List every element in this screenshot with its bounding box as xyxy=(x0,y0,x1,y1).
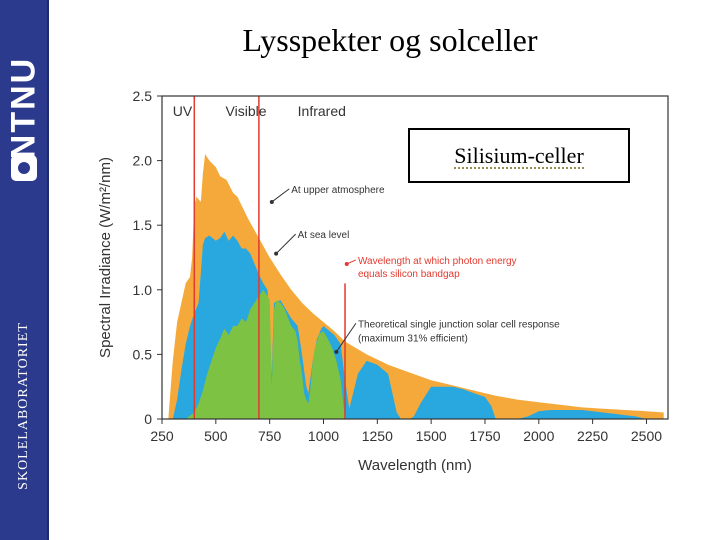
x-tick-label-8: 2250 xyxy=(577,428,608,444)
y-tick-label-2: 1.0 xyxy=(133,282,153,298)
annotation-leader-0 xyxy=(271,188,290,203)
annotation-text-5: (maximum 31% efficient) xyxy=(358,333,468,344)
x-tick-label-9: 2500 xyxy=(631,428,662,444)
region-label-2: Infrared xyxy=(298,103,346,119)
x-tick-label-1: 500 xyxy=(204,428,228,444)
region-label-0: UV xyxy=(173,103,193,119)
annotation-point-4 xyxy=(334,349,339,354)
annotation-text-2: Wavelength at which photon energy xyxy=(358,256,517,267)
slide-title: Lysspekter og solceller xyxy=(242,22,538,58)
annotation-text-3: equals silicon bandgap xyxy=(358,269,460,280)
annotation-point-0 xyxy=(269,199,274,204)
x-tick-label-7: 2000 xyxy=(523,428,554,444)
ntnu-logo: NTNU xyxy=(4,56,43,160)
y-tick-label-5: 2.5 xyxy=(133,88,153,104)
y-tick-label-1: 0.5 xyxy=(133,346,153,362)
x-tick-label-5: 1500 xyxy=(416,428,447,444)
annotation-leader-1 xyxy=(275,233,297,254)
x-tick-label-2: 750 xyxy=(258,428,282,444)
x-tick-label-0: 250 xyxy=(150,428,174,444)
sidebar-divider xyxy=(47,0,49,540)
annotation-point-1 xyxy=(274,251,279,256)
annotation-point-2 xyxy=(344,261,349,266)
annotation-text-4: Theoretical single junction solar cell r… xyxy=(358,319,560,330)
region-label-1: Visible xyxy=(226,103,267,119)
spectrum-chart: UV Visible Infrared 250 500 750 1000 1250 1500 17… xyxy=(97,88,669,474)
y-axis-label: Spectral Irradiance (W/m²/nm) xyxy=(97,157,114,358)
lab-name: SKOLELABORATORIET xyxy=(16,322,31,490)
annotation-text-0: At upper atmosphere xyxy=(291,185,385,196)
ntnu-emblem-icon xyxy=(11,155,37,181)
x-tick-label-4: 1250 xyxy=(362,428,393,444)
x-tick-label-3: 1000 xyxy=(308,428,339,444)
annotation-leader-4 xyxy=(335,322,357,353)
y-tick-label-4: 2.0 xyxy=(133,153,153,169)
silisium-callout: Silisium-celler xyxy=(408,128,630,183)
x-tick-label-6: 1750 xyxy=(469,428,500,444)
x-axis-label: Wavelength (nm) xyxy=(358,457,472,474)
silisium-callout-text: Silisium-celler xyxy=(454,143,584,169)
y-tick-label-3: 1.5 xyxy=(133,217,153,233)
y-tick-label-0: 0 xyxy=(144,411,152,427)
plot-frame xyxy=(161,95,669,420)
sidebar xyxy=(0,0,47,540)
series-area-solar_cell xyxy=(185,289,346,419)
annotation-text-1: At sea level xyxy=(298,230,350,241)
